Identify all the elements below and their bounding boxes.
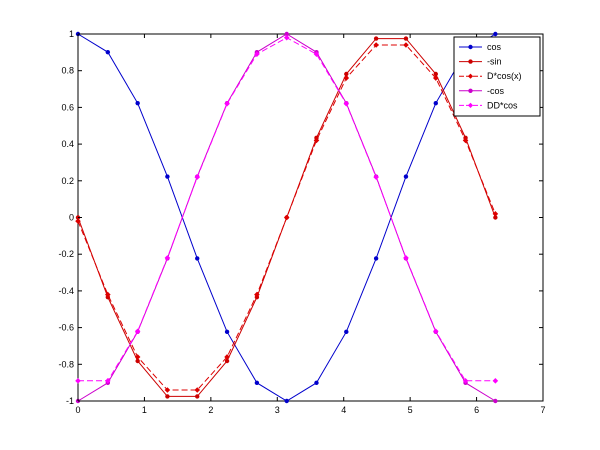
x-tick-label: 5 (408, 405, 413, 415)
axis-layer: 0 1 2 3 4 5 6 7 -1 -0.8 -0.6 -0.4 -0.2 0 0.2 0.4 0.6 0.8 1 (58, 29, 545, 415)
x-tick-label: 1 (142, 405, 147, 415)
y-tick-label: -0.2 (58, 249, 74, 259)
legend-label: D*cos(x) (487, 71, 522, 81)
data-point (492, 378, 499, 384)
data-point (373, 42, 379, 48)
legend-marker (467, 73, 474, 79)
legend-item: -sin (459, 57, 502, 67)
data-point (135, 100, 140, 106)
data-point (432, 328, 439, 335)
data-point (254, 51, 260, 57)
y-tick-label: 0.2 (61, 176, 74, 186)
data-point (284, 398, 289, 404)
data-point (75, 218, 81, 224)
legend-marker (468, 88, 473, 94)
data-point (462, 137, 469, 144)
legend-label: cos (487, 42, 502, 52)
data-point (135, 358, 140, 364)
x-tick-label: 0 (75, 405, 80, 415)
y-tick-label: -1 (66, 396, 74, 406)
data-point (313, 51, 320, 57)
data-point (493, 215, 498, 220)
data-point (433, 71, 438, 77)
data-point (283, 34, 290, 41)
x-tick-label: 4 (341, 405, 346, 415)
legend-marker (468, 44, 473, 50)
data-point (403, 255, 409, 261)
data-point (134, 328, 141, 335)
legend-label: DD*cos (487, 100, 518, 110)
legend: cos -sin D*cos(x) -cos DD*cos (453, 36, 541, 117)
series-4 (75, 34, 499, 384)
data-point (195, 256, 200, 261)
data-point (164, 387, 171, 393)
data-point (403, 42, 409, 48)
data-point (343, 75, 350, 81)
data-point (105, 291, 111, 298)
legend-label: -cos (487, 86, 505, 96)
data-point (284, 31, 289, 37)
data-point (373, 36, 379, 41)
data-point (75, 378, 81, 384)
series-layer (75, 31, 499, 404)
data-point (403, 174, 409, 179)
data-point (165, 394, 170, 399)
legend-marker (468, 59, 473, 64)
series-0 (75, 31, 498, 404)
data-point (224, 358, 230, 364)
data-point (344, 329, 349, 335)
legend-marker (467, 102, 474, 108)
legend-item: DD*cos (459, 100, 518, 110)
y-tick-label: 1 (69, 29, 74, 39)
data-point (432, 75, 439, 81)
legend-item: D*cos(x) (459, 71, 522, 81)
data-point (224, 329, 230, 335)
data-point (194, 174, 201, 180)
data-point (224, 354, 230, 360)
data-point (224, 100, 230, 107)
data-point (283, 214, 290, 221)
y-tick-label: -0.6 (58, 323, 74, 333)
legend-label: -sin (487, 57, 502, 67)
x-tick-label: 7 (540, 405, 545, 415)
x-tick-label: 6 (474, 405, 479, 415)
y-tick-label: -0.4 (58, 286, 74, 296)
data-point (493, 398, 498, 404)
y-tick-label: 0.4 (61, 139, 74, 149)
y-tick-label: -0.8 (58, 359, 74, 369)
data-point (433, 100, 438, 106)
data-point (194, 387, 201, 393)
data-point (403, 36, 409, 41)
data-point (493, 31, 498, 37)
y-tick-label: 0 (69, 213, 74, 223)
series-2 (75, 42, 499, 393)
legend-item: cos (459, 42, 502, 52)
data-point (254, 380, 260, 386)
data-point (313, 137, 320, 144)
data-point (373, 174, 379, 180)
data-point (164, 255, 171, 261)
data-point (134, 354, 141, 360)
data-point (492, 211, 499, 217)
y-tick-label: 0.8 (61, 66, 74, 76)
data-point (314, 380, 319, 386)
data-point (105, 378, 111, 384)
data-point (165, 174, 170, 179)
legend-item: -cos (459, 86, 505, 96)
x-tick-label: 3 (275, 405, 280, 415)
y-tick-label: 0.6 (61, 102, 74, 112)
data-point (462, 378, 469, 384)
data-point (105, 49, 111, 55)
data-point (195, 394, 200, 399)
data-point (373, 256, 379, 261)
data-point (254, 291, 260, 298)
data-point (343, 100, 350, 107)
data-point (344, 71, 349, 77)
x-tick-label: 2 (208, 405, 213, 415)
